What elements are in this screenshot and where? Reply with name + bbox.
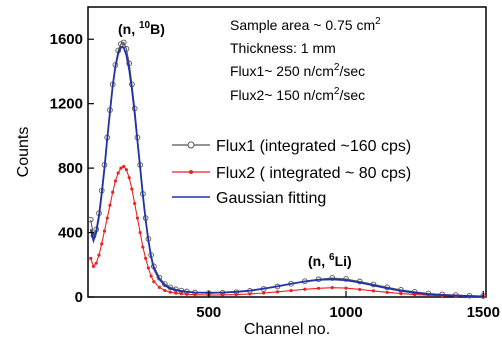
data-point [248, 292, 252, 296]
data-point [330, 286, 334, 290]
data-point [275, 290, 279, 294]
x-tick-label: 1500 [467, 304, 500, 321]
y-tick-label: 1600 [50, 31, 83, 48]
data-point [329, 275, 336, 281]
data-point [149, 274, 153, 278]
data-point [141, 245, 145, 249]
legend-marker-flux1 [187, 141, 195, 149]
series-line [90, 165, 484, 298]
legend: Flux1 (integrated ~160 cps) Flux2 ( inte… [172, 138, 411, 207]
data-point [122, 164, 126, 169]
legend-item-flux1: Flux1 (integrated ~160 cps) [172, 138, 411, 155]
data-point [289, 288, 293, 293]
data-point [413, 292, 417, 297]
data-point [146, 266, 150, 270]
legend-label-gaussian: Gaussian fitting [216, 190, 326, 207]
data-point [87, 216, 94, 223]
data-point [162, 281, 168, 287]
series-line [89, 46, 484, 298]
plot-frame [87, 6, 487, 298]
data-point [119, 166, 123, 170]
x-tick-label: 500 [196, 304, 221, 321]
series-3 [89, 46, 484, 298]
data-point [91, 264, 96, 268]
y-axis-title: Counts [15, 127, 32, 178]
x-tick-label: 1000 [329, 304, 362, 321]
data-point [133, 201, 137, 206]
legend-item-gaussian: Gaussian fitting [172, 190, 326, 207]
annotation-peak-b: (n, 10B) [118, 20, 165, 37]
data-point [385, 290, 389, 294]
data-point [193, 293, 197, 297]
data-point [179, 292, 183, 296]
x-axis-title: Channel no. [244, 321, 330, 338]
data-point [234, 292, 238, 297]
data-point [94, 261, 98, 265]
annotation-sample-area: Sample area ~ 0.75 cm2 [230, 16, 381, 33]
data-point [358, 287, 362, 292]
data-point [185, 292, 189, 296]
y-tick-label: 0 [75, 289, 83, 306]
data-point [138, 230, 142, 235]
data-point [105, 216, 109, 220]
data-point [399, 292, 403, 296]
data-point [100, 242, 104, 246]
data-point [163, 288, 167, 293]
data-point [343, 276, 349, 282]
legend-label-flux2: Flux2 ( integrated ~ 80 cps) [216, 165, 411, 182]
data-point [108, 203, 112, 207]
data-point [303, 287, 307, 291]
data-point [127, 176, 131, 180]
series-layer [87, 39, 487, 299]
data-point [89, 256, 93, 260]
y-axis: 0 400 800 1200 1600 [50, 31, 94, 306]
y-tick-label: 400 [58, 225, 83, 242]
data-point [344, 286, 348, 290]
data-point [116, 171, 120, 175]
data-point [220, 293, 225, 297]
data-point [111, 190, 115, 194]
x-axis: 500 1000 1500 [196, 291, 500, 321]
data-point [124, 168, 129, 172]
data-point [102, 229, 107, 233]
y-tick-label: 1200 [50, 96, 83, 113]
y-tick-label: 800 [58, 160, 83, 177]
data-point [168, 290, 172, 294]
data-point [97, 253, 101, 257]
data-point [152, 280, 156, 284]
data-point [262, 291, 266, 295]
annotation-flux2: Flux2~ 150 n/cm2/sec [230, 86, 365, 103]
annotation-flux1: Flux1~ 250 n/cm2/sec [230, 62, 365, 79]
legend-item-flux2: Flux2 ( integrated ~ 80 cps) [172, 165, 411, 182]
data-point [316, 286, 321, 290]
data-point [174, 291, 178, 295]
annotation-thickness: Thickness: 1 mm [230, 40, 336, 56]
legend-marker-flux2 [189, 170, 193, 174]
data-point [157, 285, 161, 289]
series-2 [89, 164, 485, 299]
data-point [120, 39, 127, 46]
data-point [135, 216, 140, 220]
legend-label-flux1: Flux1 (integrated ~160 cps) [216, 138, 411, 155]
data-point [371, 289, 376, 293]
data-point [113, 179, 118, 183]
annotation-peak-li: (n, 6Li) [308, 252, 352, 269]
data-point [130, 187, 134, 191]
data-point [144, 256, 148, 260]
